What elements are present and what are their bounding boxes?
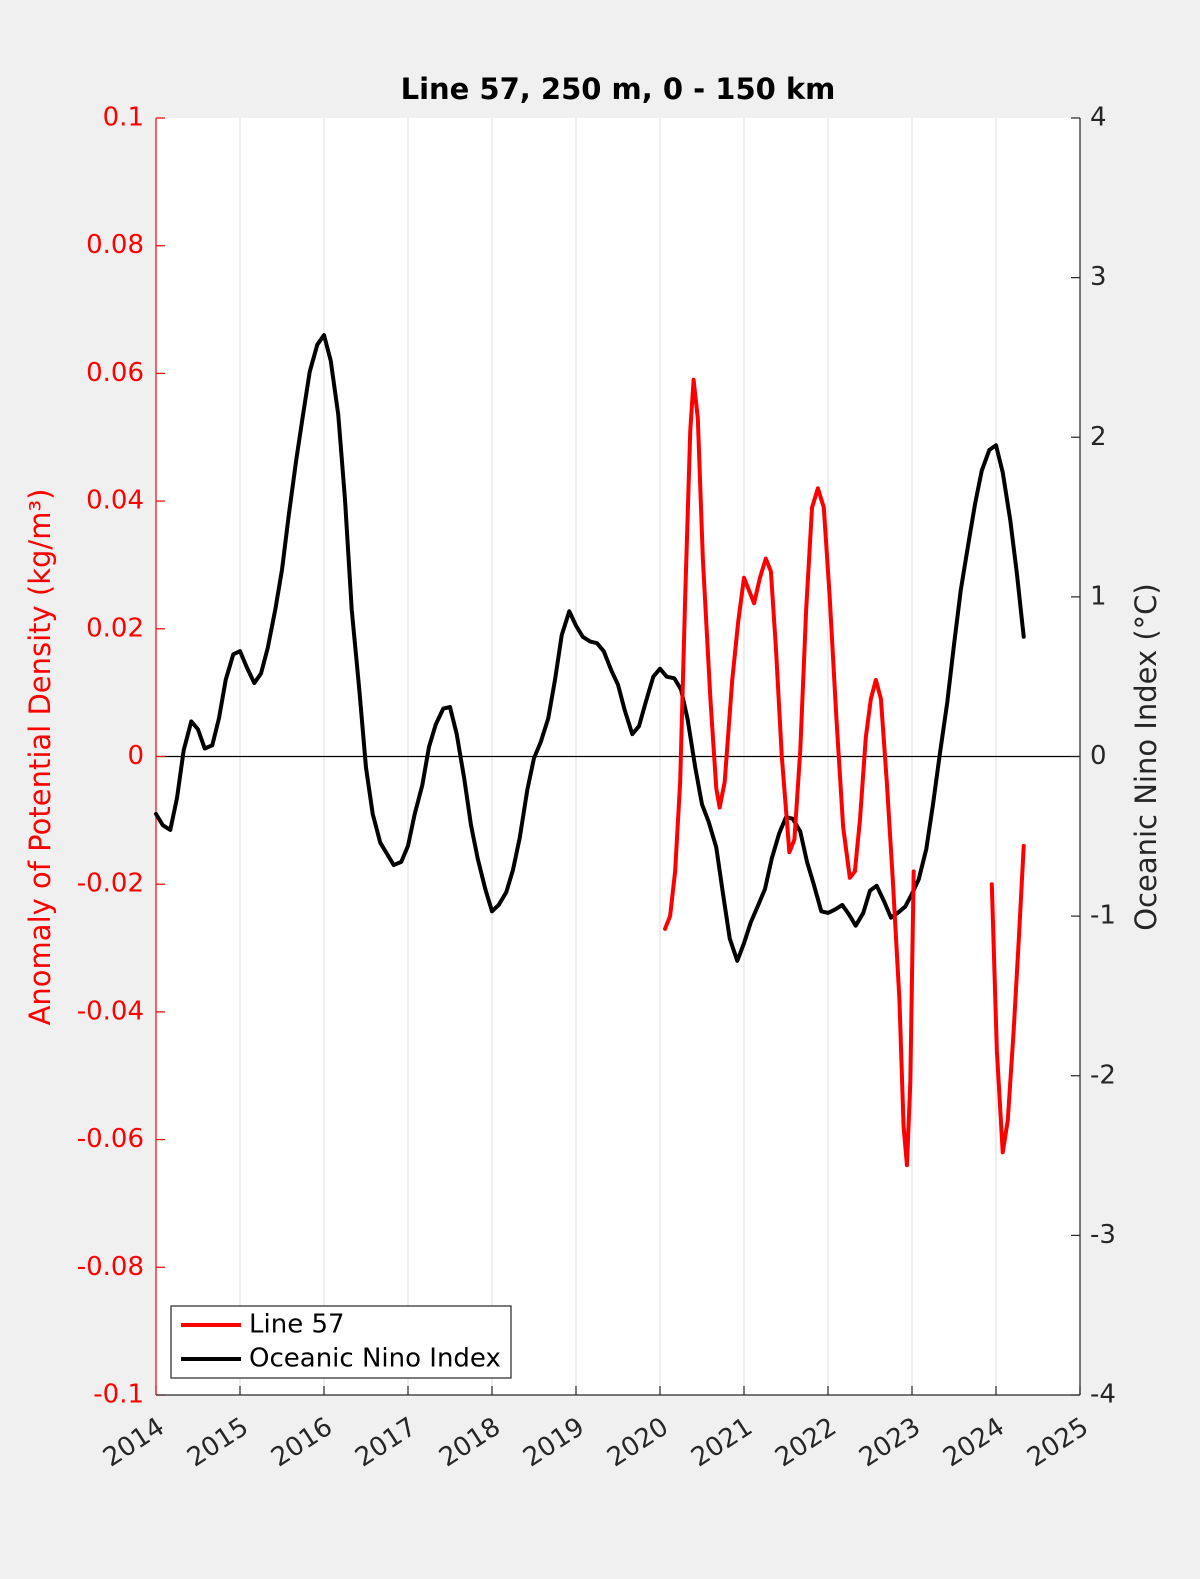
y2-tick-label: -1: [1090, 901, 1116, 931]
data-line: [154, 333, 1026, 963]
legend-label: Line 57: [249, 1310, 345, 1340]
y2-tick-label: 0: [1090, 741, 1107, 771]
legend-box: [170, 1305, 512, 1379]
x-tick-label: 2014: [98, 1412, 170, 1473]
y-tick-label: 0.04: [86, 486, 144, 516]
x-tick-label: 2022: [770, 1412, 842, 1473]
y-tick-label: 0.06: [86, 358, 144, 388]
y-tick-label: -0.1: [93, 1380, 144, 1410]
legend-label: Oceanic Nino Index: [249, 1344, 501, 1374]
x-tick-label: 2016: [266, 1412, 338, 1473]
x-tick-label: 2021: [686, 1412, 758, 1473]
y-tick-label: -0.06: [77, 1124, 144, 1154]
y-tick-label: -0.02: [77, 869, 144, 899]
x-tick-label: 2024: [938, 1412, 1010, 1473]
x-tick-label: 2020: [602, 1412, 674, 1473]
y2-tick-label: -2: [1090, 1060, 1116, 1090]
x-tick-label: 2017: [350, 1412, 422, 1473]
y2-tick-label: 2: [1090, 422, 1107, 452]
y2-tick-label: 4: [1090, 103, 1107, 133]
x-tick-label: 2018: [434, 1412, 506, 1473]
x-tick-label: 2025: [1022, 1412, 1094, 1473]
x-tick-label: 2019: [518, 1412, 590, 1473]
y-axis-title: Anomaly of Potential Density (kg/m³): [23, 489, 57, 1026]
y-tick-label: 0.1: [103, 103, 144, 133]
data-line: [663, 377, 1026, 1168]
x-tick-label: 2015: [182, 1412, 254, 1473]
y-tick-label: 0: [127, 741, 144, 771]
chart-title: Line 57, 250 m, 0 - 150 km: [401, 72, 836, 106]
y2-tick-label: -4: [1090, 1380, 1116, 1410]
y2-tick-label: -3: [1090, 1220, 1116, 1250]
y-tick-label: -0.08: [77, 1252, 144, 1282]
y-tick-label: 0.02: [86, 613, 144, 643]
y-tick-label: 0.08: [86, 230, 144, 260]
x-tick-label: 2023: [854, 1412, 926, 1473]
y2-axis-title: Oceanic Nino Index (°C): [1129, 583, 1163, 931]
y2-tick-label: 3: [1090, 262, 1107, 292]
y2-tick-label: 1: [1090, 581, 1107, 611]
y-tick-label: -0.04: [77, 996, 144, 1026]
